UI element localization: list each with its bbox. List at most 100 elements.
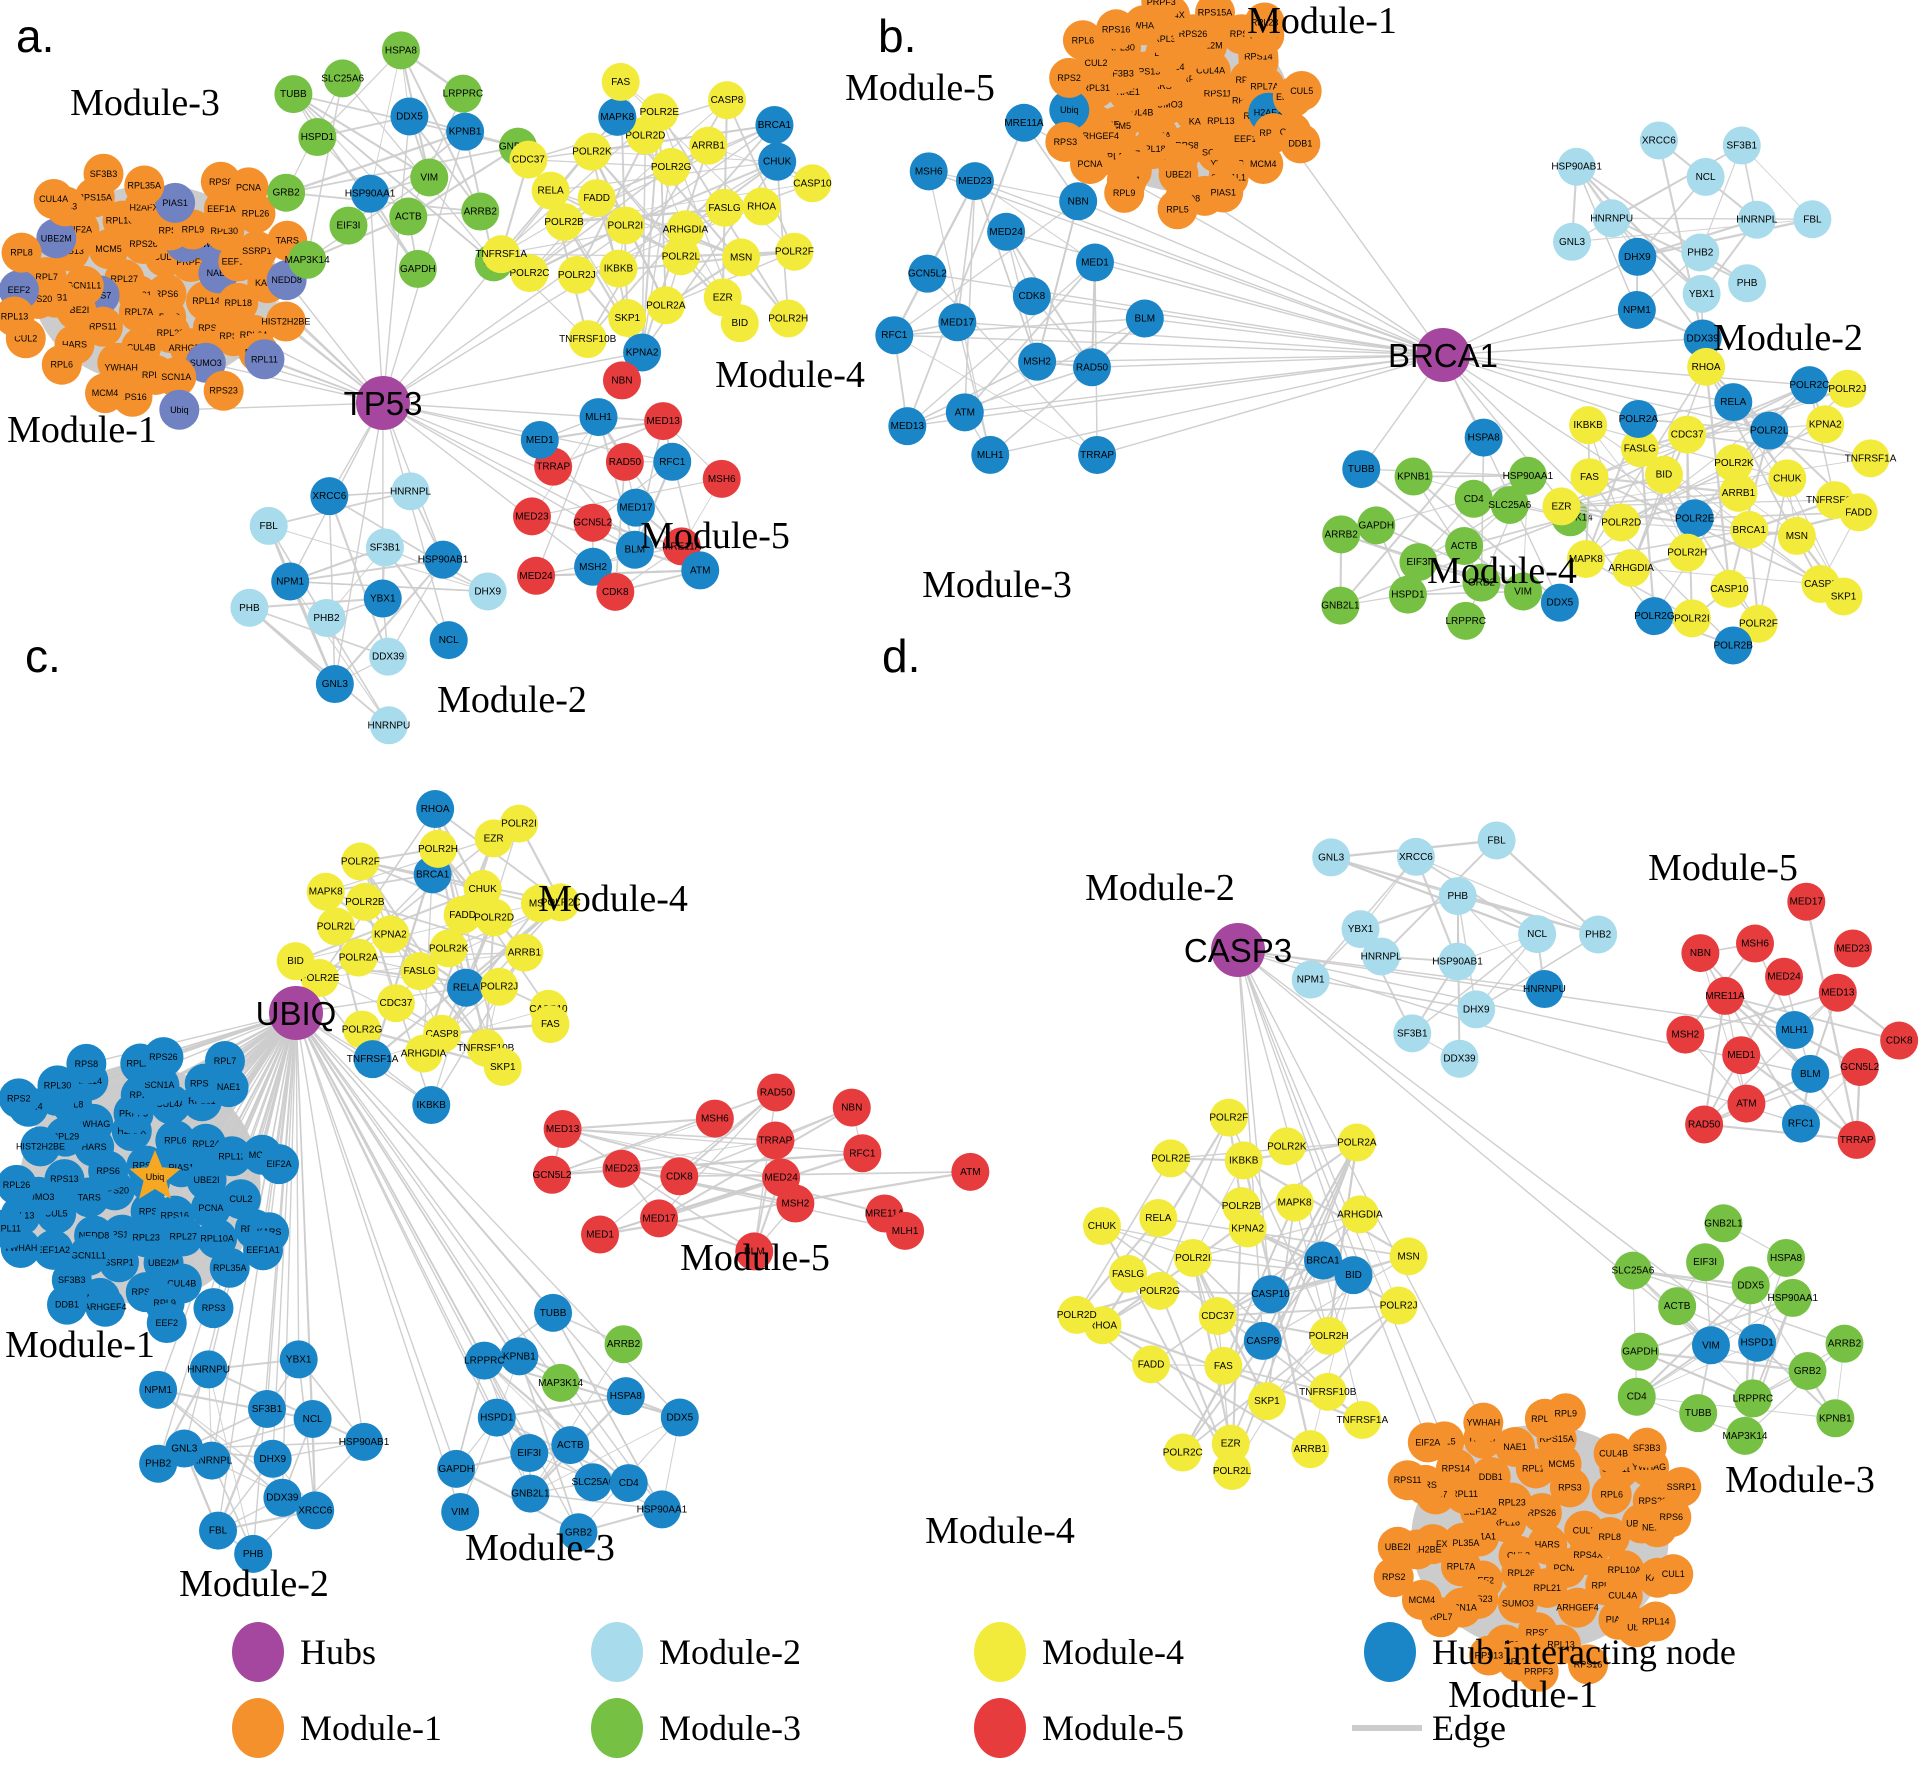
node-HSPD1	[1388, 575, 1427, 614]
node-PRPF3	[1141, 0, 1182, 22]
node-POLR2B	[345, 882, 384, 921]
node-RPS11	[1387, 1460, 1428, 1501]
node-RPL7A	[1440, 1546, 1481, 1587]
legend-label-hub-interacting-node: Hub interacting node	[1432, 1632, 1736, 1672]
legend-label-edge: Edge	[1432, 1708, 1506, 1748]
node-NPM1	[139, 1370, 178, 1409]
node-CASP10	[793, 164, 832, 203]
node-GNL3	[1553, 222, 1592, 261]
node-Ubiq	[159, 389, 200, 430]
node-Ubiq	[1049, 90, 1090, 131]
node-POLR2A	[339, 938, 378, 977]
node-XRCC6	[1639, 121, 1678, 160]
node-POLR2B	[1222, 1187, 1261, 1226]
node-MED13	[1818, 973, 1857, 1012]
legend-label-module-4: Module-4	[1042, 1632, 1184, 1672]
node-VIM	[441, 1492, 480, 1531]
node-SKP1	[483, 1047, 522, 1086]
node-POLR2K	[1714, 444, 1753, 483]
node-RPL6	[1062, 20, 1103, 61]
node-HNRNPU	[1592, 199, 1631, 238]
node-POLR2G	[1140, 1271, 1179, 1310]
node-HSPD1	[1738, 1323, 1777, 1362]
module-label-c-module-5: Module-5	[680, 1237, 830, 1279]
node-PHB	[230, 588, 269, 627]
module-label-b-module-1: Module-1	[1247, 0, 1397, 42]
node-MED24	[987, 212, 1026, 251]
node-BID	[276, 942, 315, 981]
legend-label-hubs: Hubs	[300, 1632, 376, 1672]
node-GRB2	[559, 1513, 598, 1552]
node-RPS3	[1045, 121, 1086, 162]
node-CUL1	[1653, 1554, 1694, 1595]
node-PHB	[1728, 264, 1767, 303]
node-RPL7A	[118, 292, 159, 333]
node-RPL8	[1, 232, 42, 273]
node-GAPDH	[437, 1449, 476, 1488]
node-MED24	[1765, 957, 1804, 996]
node-YBX1	[279, 1340, 318, 1379]
panel-a-module-1: RPS6RPL21CUL1RPL29RPL27PRPF3RPL7ARPS26RP…	[0, 153, 310, 430]
node-POLR2F	[1739, 604, 1778, 643]
node-MCM4	[1243, 144, 1284, 185]
node-KPNB1	[500, 1337, 539, 1376]
node-POLR2A	[646, 286, 685, 325]
node-MAP3K14	[541, 1363, 580, 1402]
node-VIM	[1691, 1326, 1730, 1365]
node-CD4	[1454, 479, 1493, 518]
node-TRRAP	[1837, 1120, 1876, 1159]
node-ARRB2	[461, 192, 500, 231]
node-RPL11	[0, 1208, 28, 1249]
legend: Hubs Module-2 Module-4 Hub interacting node…	[232, 1622, 1736, 1758]
node-BRCA1	[1730, 510, 1769, 549]
node-RPL26	[0, 1164, 37, 1205]
node-BRCA1	[1304, 1241, 1343, 1280]
node-XRCC6	[296, 1491, 335, 1530]
node-NAE1	[1495, 1426, 1536, 1467]
panel-letter-d: d.	[882, 630, 920, 682]
node-ARHGEF4	[85, 1286, 126, 1327]
legend-marker-module-2	[591, 1622, 643, 1682]
node-HSP90AB1	[424, 540, 463, 579]
node-RFC1	[843, 1134, 882, 1173]
node-DHX9	[1618, 237, 1657, 276]
node-TNFRSF1A	[482, 235, 521, 274]
node-POLR2C	[541, 883, 580, 922]
node-FAS	[601, 62, 640, 101]
node-ARRB1	[1719, 473, 1758, 512]
node-FADD	[1839, 493, 1878, 532]
panel-b-module-3: ACTBEIF3ICD4GRB2GAPDHSLC25A6HSPD1KPNB1VI…	[1321, 418, 1593, 640]
node-PIAS1	[155, 182, 196, 223]
node-POLR2J	[557, 255, 596, 294]
node-MRE11A	[1004, 103, 1043, 142]
node-VIM	[1504, 572, 1543, 611]
node-POLR2D	[1602, 503, 1641, 542]
node-HNRNPL	[1362, 937, 1401, 976]
node-CUL4B	[1593, 1433, 1634, 1474]
node-RPS6	[1651, 1497, 1692, 1538]
node-NPM1	[271, 562, 310, 601]
node-PHB2	[1579, 915, 1618, 954]
module-label-c-module-3: Module-3	[465, 1527, 615, 1569]
module-label-c-module-1: Module-1	[5, 1324, 155, 1366]
node-MED24	[517, 556, 556, 595]
node-TNFRSF10B	[1308, 1372, 1347, 1411]
node-MSH2	[574, 547, 613, 586]
node-RHOA	[416, 790, 455, 829]
node-CDC37	[1668, 415, 1707, 454]
node-MED1	[1722, 1036, 1761, 1075]
node-MED23	[512, 497, 551, 536]
module-label-b-module-3: Module-3	[922, 564, 1072, 606]
node-DDB1	[47, 1284, 88, 1325]
node-HIST2H2BE	[265, 301, 306, 342]
node-BID	[1334, 1256, 1373, 1295]
node-MRE11A	[1706, 976, 1745, 1015]
node-RHOA	[742, 187, 781, 226]
node-HSPA8	[381, 31, 420, 70]
node-RPL13	[1200, 100, 1241, 141]
node-HNRNPL	[391, 472, 430, 511]
hub-label-BRCA1: BRCA1	[1388, 337, 1498, 374]
node-TUBB	[1342, 450, 1381, 489]
legend-marker-module-3	[591, 1698, 643, 1758]
